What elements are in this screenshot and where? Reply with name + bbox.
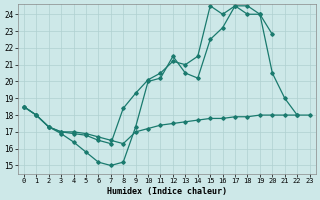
X-axis label: Humidex (Indice chaleur): Humidex (Indice chaleur) (107, 187, 227, 196)
